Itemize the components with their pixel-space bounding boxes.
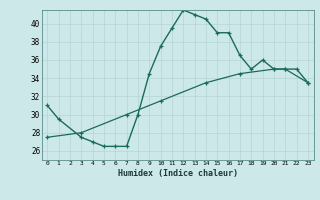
X-axis label: Humidex (Indice chaleur): Humidex (Indice chaleur) [118,169,237,178]
